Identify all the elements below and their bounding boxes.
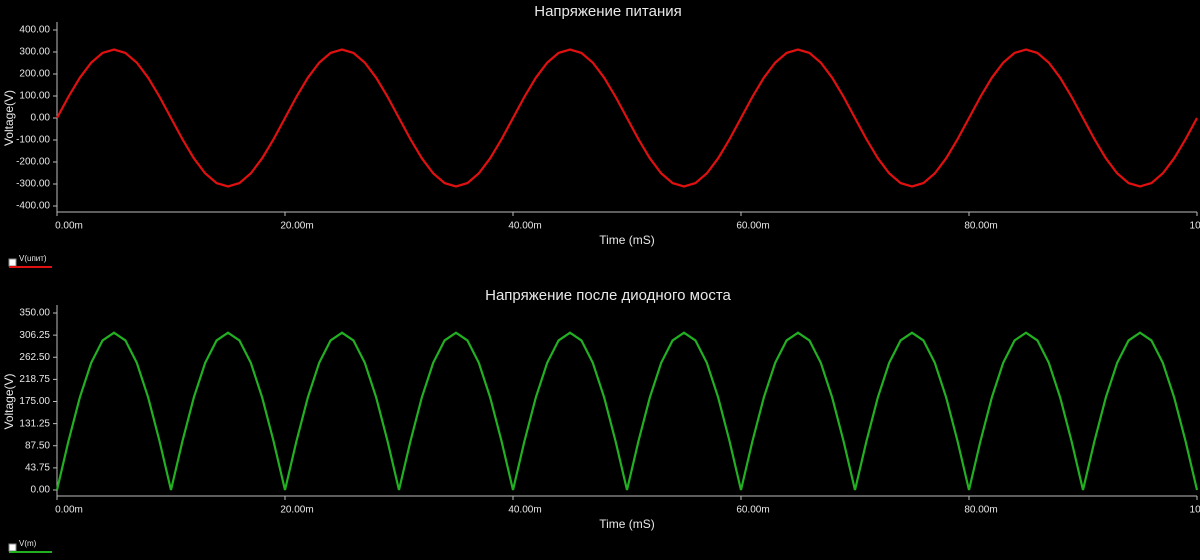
x-tick-label: 80.00m xyxy=(964,221,997,232)
x-axis-label: Time (mS) xyxy=(599,233,655,247)
y-tick-label: -400.00 xyxy=(16,201,50,212)
y-tick-label: 262.50 xyxy=(19,352,50,363)
chart-title: Напряжение после диодного моста xyxy=(485,287,731,304)
y-tick-label: 0.00 xyxy=(31,485,51,496)
y-tick-label: -300.00 xyxy=(16,179,50,190)
x-tick-label: 20.00m xyxy=(280,221,313,232)
y-tick-label: 43.75 xyxy=(25,463,50,474)
y-tick-label: 306.25 xyxy=(19,330,50,341)
x-tick-label: 40.00m xyxy=(508,505,541,516)
y-tick-label: 131.25 xyxy=(19,418,50,429)
x-tick-label: 20.00m xyxy=(280,505,313,516)
x-tick-label: 0.00m xyxy=(55,221,83,232)
legend-label: V(m) xyxy=(19,539,37,548)
x-tick-label: 100.00m xyxy=(1190,221,1200,232)
y-tick-label: 350.00 xyxy=(19,308,50,319)
series-line xyxy=(56,48,1198,188)
y-tick-label: 100.00 xyxy=(19,91,50,102)
y-tick-label: 400.00 xyxy=(19,25,50,36)
y-tick-label: 175.00 xyxy=(19,396,50,407)
y-tick-label: 87.50 xyxy=(25,440,50,451)
y-tick-label: -200.00 xyxy=(16,157,50,168)
x-tick-label: 80.00m xyxy=(964,505,997,516)
legend-checkbox[interactable] xyxy=(8,258,17,267)
chart-title: Напряжение питания xyxy=(534,3,681,20)
y-tick-label: 218.75 xyxy=(19,374,50,385)
y-axis-label: Voltage(V) xyxy=(2,90,16,146)
y-tick-label: 0.00 xyxy=(31,113,51,124)
x-tick-label: 60.00m xyxy=(736,221,769,232)
x-tick-label: 60.00m xyxy=(736,505,769,516)
series-line xyxy=(55,331,1199,491)
x-tick-label: 0.00m xyxy=(55,505,83,516)
y-tick-label: 300.00 xyxy=(19,47,50,58)
y-tick-label: 200.00 xyxy=(19,69,50,80)
x-tick-label: 40.00m xyxy=(508,221,541,232)
legend-checkbox[interactable] xyxy=(8,543,17,552)
y-axis-label: Voltage(V) xyxy=(2,373,16,429)
x-tick-label: 100.00m xyxy=(1190,505,1200,516)
legend-label: V(uпит) xyxy=(19,254,47,263)
x-axis-label: Time (mS) xyxy=(599,517,655,531)
y-tick-label: -100.00 xyxy=(16,135,50,146)
